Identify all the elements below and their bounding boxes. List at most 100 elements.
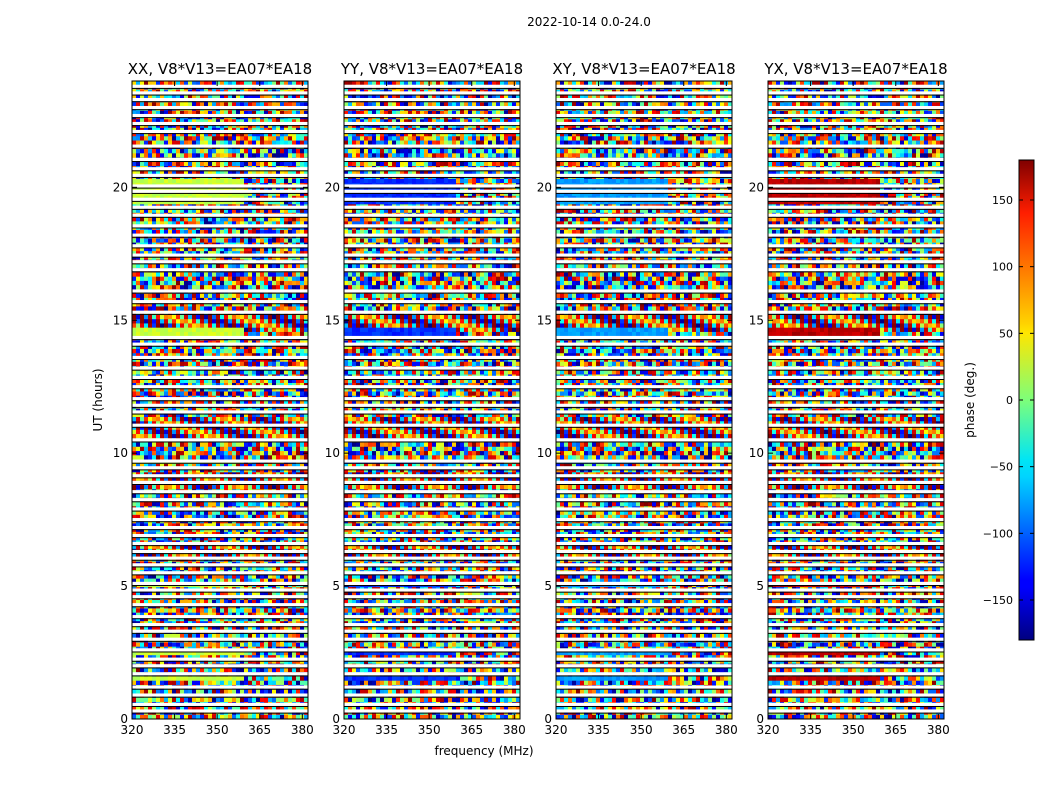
flagged-row [132,526,308,530]
flagged-row-edge [344,236,520,238]
flagged-row [556,648,732,652]
flagged-row [132,289,308,293]
flagged-row [132,253,308,257]
flagged-row [344,397,520,401]
flagged-row-edge [132,176,308,178]
flagged-row [768,403,944,407]
flagged-row [344,507,520,511]
x-tick-label: 320 [545,723,568,737]
y-tick-label: 15 [537,313,552,327]
flagged-row [556,533,732,538]
flagged-row-edge [132,462,308,464]
panel-1: XX, V8*V13=EA07*EA18 320 335 350 365 380 0 5 10 1… [113,60,314,737]
y-tick-label: 5 [756,579,764,593]
flagged-row [556,603,732,607]
flagged-row [556,173,732,177]
flagged-row [768,466,944,470]
flagged-row [768,637,944,641]
flagged-row-edge [768,705,944,707]
flagged-row [344,648,520,652]
y-tick-label: 20 [113,180,128,194]
x-tick-label: 320 [757,723,780,737]
x-tick-label: 365 [460,723,483,737]
flagged-row-edge [556,606,732,608]
flagged-row [768,657,944,661]
flagged-row-edge [556,176,732,178]
flagged-row [768,588,944,592]
flagged-row-edge [344,469,520,471]
flagged-row-edge [768,87,944,89]
flagged-row [556,672,732,676]
flagged-row-edge [344,441,520,443]
flagged-row-edge [768,667,944,669]
flagged-row-edge [344,712,520,714]
flagged-row-edge [132,227,308,229]
flagged-row [344,490,520,494]
flagged-row-edge [344,400,520,402]
flagged-row [132,233,308,237]
flagged-row [132,685,308,689]
colorbar-tick-label: 50 [999,327,1013,340]
flagged-row [556,526,732,530]
flagged-row [768,310,944,314]
flagged-row-edge [344,208,520,210]
flagged-row [768,581,944,586]
flagged-row [556,685,732,689]
flagged-row [344,709,520,713]
flagged-row [768,197,944,201]
flagged-row-edge [556,688,732,690]
flagged-row [344,197,520,201]
flagged-row [768,173,944,177]
flagged-row-edge [344,696,520,698]
flagged-row-edge [556,441,732,443]
flagged-row [556,664,732,668]
flagged-row-edge [768,339,944,341]
y-tick-label: 15 [325,313,340,327]
flagged-row [344,563,520,567]
flagged-row-edge [768,147,944,149]
y-tick-label: 20 [537,180,552,194]
flagged-row-edge [556,227,732,229]
panel-frame [555,80,733,720]
flagged-row [768,541,944,546]
colorbar-tick-label: 100 [992,261,1013,274]
flagged-row-edge [132,187,308,189]
flagged-row-edge [344,216,520,218]
flagged-row [344,693,520,697]
flagged-row [344,167,520,171]
flagged-row [556,615,732,619]
flagged-row [344,105,520,110]
flagged-row-edge [768,400,944,402]
flagged-row-edge [768,256,944,258]
flagged-row-edge [556,345,732,347]
flagged-row [556,289,732,293]
flagged-row-edge [556,501,732,503]
flagged-row [556,260,732,264]
flagged-row [132,310,308,314]
flagged-row [556,129,732,134]
flagged-row-edge [556,388,732,390]
flagged-row [768,253,944,257]
flagged-row-edge [132,170,308,172]
x-tick-label: 380 [291,723,314,737]
flagged-row [768,113,944,118]
flagged-row [344,244,520,248]
flagged-row [768,144,944,148]
flagged-row [768,300,944,304]
flagged-row-edge [768,501,944,503]
flagged-row-edge [556,566,732,568]
y-tick-label: 0 [120,712,128,726]
flagged-row [132,672,308,676]
flagged-row-edge [768,101,944,103]
flagged-row [344,629,520,633]
flagged-row-edge [132,161,308,163]
flagged-row-edge [768,208,944,210]
flagged-row-edge [556,618,732,620]
flagged-row [768,563,944,567]
flagged-row [132,637,308,641]
flagged-row-edge [556,598,732,600]
flagged-row-edge [768,313,944,315]
colorbar-tick-label: −50 [990,461,1013,474]
flagged-row [556,693,732,697]
flagged-row [132,260,308,264]
